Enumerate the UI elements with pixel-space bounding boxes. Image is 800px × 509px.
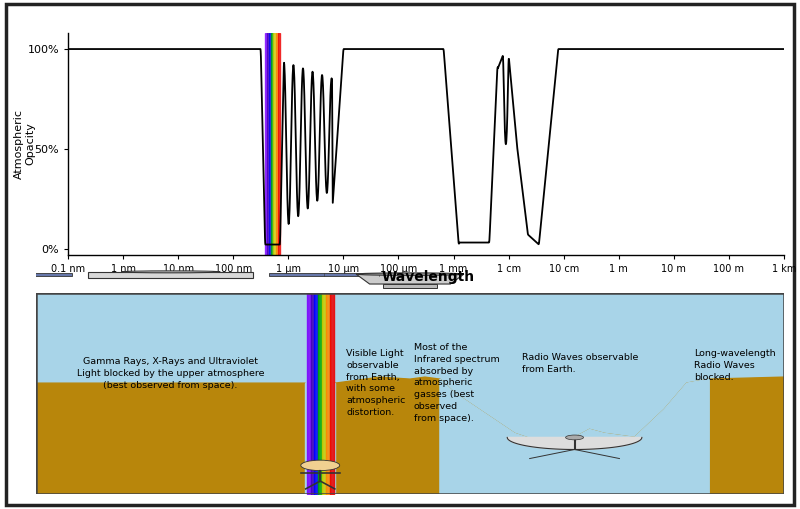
FancyBboxPatch shape (270, 273, 434, 276)
Polygon shape (306, 383, 335, 494)
FancyBboxPatch shape (88, 272, 253, 278)
Ellipse shape (122, 271, 220, 273)
Text: Wavelength: Wavelength (382, 270, 474, 285)
Polygon shape (36, 377, 784, 494)
Bar (275, 33, 278, 254)
Bar (274, 33, 275, 254)
Polygon shape (507, 437, 642, 449)
Ellipse shape (356, 273, 464, 275)
Bar (269, 33, 271, 254)
Bar (265, 33, 267, 254)
Circle shape (566, 435, 583, 440)
Bar (267, 33, 269, 254)
Text: Most of the
Infrared spectrum
absorbed by
atmospheric
gasses (best
observed
from: Most of the Infrared spectrum absorbed b… (414, 343, 499, 423)
Text: Gamma Rays, X-Rays and Ultraviolet
Light blocked by the upper atmosphere
(best o: Gamma Rays, X-Rays and Ultraviolet Light… (77, 357, 264, 389)
Polygon shape (356, 274, 464, 284)
Polygon shape (440, 379, 710, 494)
Text: Radio Waves observable
from Earth.: Radio Waves observable from Earth. (522, 353, 638, 374)
FancyBboxPatch shape (6, 4, 794, 505)
Bar (271, 33, 274, 254)
Circle shape (301, 460, 340, 471)
FancyBboxPatch shape (0, 273, 72, 276)
FancyBboxPatch shape (383, 284, 437, 288)
Y-axis label: Atmospheric
Opacity: Atmospheric Opacity (14, 109, 35, 179)
Text: Visible Light
observable
from Earth,
with some
atmospheric
distortion.: Visible Light observable from Earth, wit… (346, 349, 406, 417)
Text: Long-wavelength
Radio Waves
blocked.: Long-wavelength Radio Waves blocked. (694, 349, 776, 382)
Bar (278, 33, 280, 254)
